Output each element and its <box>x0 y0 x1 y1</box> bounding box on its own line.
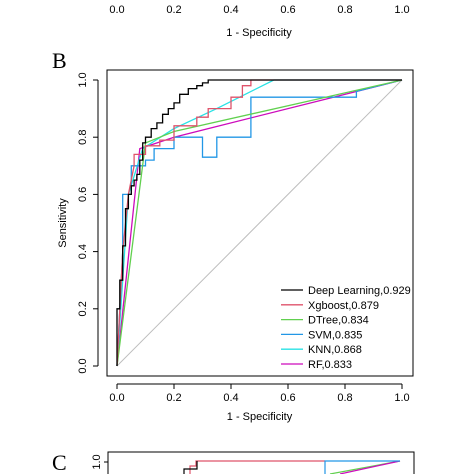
y-tick-label: 0.0 <box>77 358 89 373</box>
top-x-tick: 0.0 <box>109 4 124 16</box>
top-x-tick: 0.6 <box>280 4 295 16</box>
bottom-curve-blue <box>324 460 400 474</box>
legend-label: Deep Learning,0.929 <box>308 285 411 297</box>
y-tick-label: 0.4 <box>77 244 89 259</box>
y-tick-label: 1.0 <box>77 72 89 87</box>
top-x-tick: 0.2 <box>166 4 181 16</box>
top-x-tick: 0.8 <box>337 4 352 16</box>
bottom-plot-frame <box>107 451 415 474</box>
panel-letter-c: C <box>52 450 67 474</box>
series-line-0 <box>116 79 402 366</box>
roc-chart-b: 0.0 0.2 0.4 0.6 0.8 1.0 1 - Specificity 0.0 0.2 0… <box>57 69 414 423</box>
x-axis-label: 1 - Specificity <box>227 411 293 423</box>
plot-frame <box>106 69 414 377</box>
y-axis-label: Sensitivity <box>57 198 69 248</box>
x-tick-label: 0.6 <box>280 392 295 404</box>
x-tick-label: 0.0 <box>109 392 124 404</box>
legend-label: SVM,0.835 <box>308 329 362 341</box>
top-x-axis-label: 1 - Specificity <box>226 27 292 39</box>
bottom-curve-red <box>189 460 325 474</box>
series-line-5 <box>116 79 403 367</box>
x-tick-label: 0.2 <box>166 392 181 404</box>
legend-label: Xgboost,0.879 <box>308 300 379 312</box>
y-tick-label: 0.6 <box>77 187 89 202</box>
x-tick-label: 0.8 <box>337 392 352 404</box>
bottom-fragment: C 1.0 <box>52 450 415 474</box>
reference-diagonal <box>116 79 403 367</box>
top-fragment: 0.0 0.2 0.4 0.6 0.8 1.0 1 - Specificity <box>109 4 409 39</box>
series-line-2 <box>116 79 403 367</box>
panel-letter-b: B <box>52 48 67 73</box>
y-tick-label: 0.2 <box>77 301 89 316</box>
x-tick-label: 1.0 <box>394 392 409 404</box>
bottom-y-tick: 1.0 <box>91 454 103 469</box>
y-tick-label: 0.8 <box>77 130 89 145</box>
legend-label: RF,0.833 <box>308 359 352 371</box>
legend-label: KNN,0.868 <box>308 344 362 356</box>
legend-label: DTree,0.834 <box>308 315 369 327</box>
bottom-curve-black <box>183 461 198 474</box>
top-x-tick: 1.0 <box>394 4 409 16</box>
series-line-1 <box>116 79 402 367</box>
top-x-tick: 0.4 <box>223 4 238 16</box>
x-tick-label: 0.4 <box>223 392 238 404</box>
bottom-curve-purple <box>339 460 401 474</box>
